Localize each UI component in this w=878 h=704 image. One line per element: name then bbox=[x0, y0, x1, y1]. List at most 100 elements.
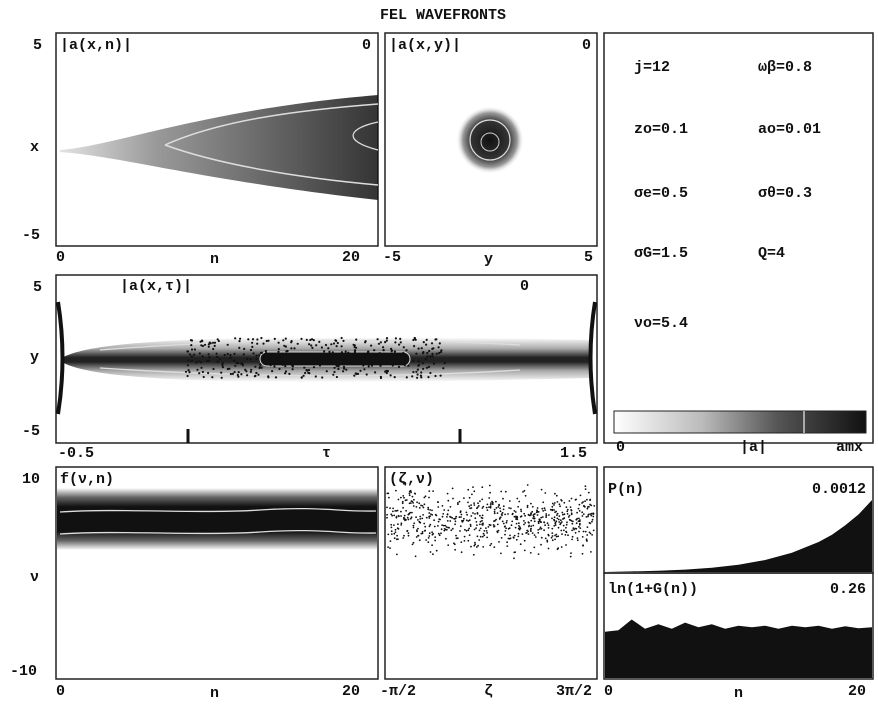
scatter-point bbox=[386, 513, 388, 516]
scatter-point bbox=[470, 515, 473, 517]
tau-particle bbox=[353, 374, 356, 377]
tau-particle bbox=[201, 339, 204, 343]
tau-particle bbox=[290, 340, 293, 343]
scatter-point bbox=[537, 520, 540, 523]
scatter-point bbox=[556, 514, 558, 516]
tau-particle bbox=[323, 358, 326, 361]
param-sigma-e: σe=0.5 bbox=[634, 185, 689, 202]
tau-particle bbox=[288, 372, 291, 375]
scatter-point bbox=[512, 537, 515, 539]
scatter-point bbox=[402, 506, 404, 509]
scatter-point bbox=[578, 517, 580, 520]
scatter-point bbox=[540, 516, 543, 519]
scatter-point bbox=[467, 529, 470, 532]
scatter-point bbox=[570, 509, 573, 512]
scatter-point bbox=[417, 534, 419, 537]
tau-particle bbox=[308, 353, 311, 356]
scatter-point bbox=[565, 526, 567, 529]
scatter-point bbox=[524, 494, 527, 497]
scatter-point bbox=[576, 511, 578, 514]
scatter-point bbox=[413, 492, 416, 495]
scatter-point bbox=[579, 527, 582, 529]
scatter-point bbox=[581, 511, 584, 514]
scatter-point bbox=[497, 529, 500, 532]
scatter-point bbox=[465, 529, 468, 532]
scatter-point bbox=[585, 516, 588, 518]
tau-particle bbox=[363, 368, 366, 371]
scatter-point bbox=[454, 548, 456, 551]
scatter-point bbox=[537, 522, 540, 525]
scatter-point bbox=[566, 521, 568, 524]
scatter-point bbox=[592, 515, 595, 518]
tau-particle bbox=[376, 358, 379, 361]
scatter-point bbox=[498, 504, 500, 507]
tau-particle bbox=[370, 344, 373, 347]
scatter-point bbox=[477, 502, 479, 505]
tau-particle bbox=[293, 347, 296, 350]
scatter-point bbox=[540, 543, 542, 546]
tau-particle bbox=[198, 352, 201, 355]
scatter-point bbox=[408, 490, 411, 493]
tau-particle bbox=[432, 347, 435, 350]
tau-particle bbox=[249, 370, 252, 373]
scatter-point bbox=[571, 535, 574, 538]
colorbar-mid-label: |a| bbox=[740, 439, 768, 456]
tau-particle bbox=[201, 370, 204, 374]
scatter-point bbox=[395, 510, 398, 512]
scatter-point bbox=[530, 519, 533, 522]
tau-particle bbox=[213, 341, 217, 344]
tau-particle bbox=[315, 344, 318, 347]
scatter-point bbox=[386, 516, 388, 519]
tau-particle bbox=[354, 372, 357, 375]
scatter-point bbox=[415, 516, 417, 519]
tau-particle bbox=[256, 338, 259, 341]
tau-particle bbox=[413, 337, 416, 340]
scatter-point bbox=[559, 522, 562, 525]
scatter-point bbox=[472, 512, 474, 514]
tau-particle bbox=[327, 347, 330, 350]
scatter-point bbox=[561, 511, 564, 514]
scatter-point bbox=[523, 489, 526, 492]
scatter-point bbox=[473, 504, 476, 506]
scatter-point bbox=[428, 525, 431, 528]
scatter-point bbox=[406, 530, 408, 532]
tau-particle bbox=[309, 338, 312, 342]
tau-particle bbox=[395, 359, 398, 362]
scatter-point bbox=[424, 495, 427, 498]
scatter-point bbox=[590, 504, 593, 507]
param-a0: ao=0.01 bbox=[758, 121, 822, 138]
scatter-point bbox=[591, 518, 594, 521]
tau-particle bbox=[221, 362, 224, 365]
scatter-point bbox=[529, 552, 532, 554]
scatter-point bbox=[418, 539, 421, 542]
scatter-point bbox=[394, 531, 397, 533]
scatter-point bbox=[570, 497, 573, 500]
tau-particle bbox=[376, 338, 379, 341]
scatter-point bbox=[482, 524, 484, 526]
scatter-point bbox=[511, 513, 514, 516]
scatter-point bbox=[578, 530, 580, 533]
tau-particle bbox=[385, 337, 389, 340]
tau-particle bbox=[323, 350, 326, 353]
tau-particle bbox=[400, 353, 403, 356]
scatter-point bbox=[587, 491, 590, 494]
scatter-point bbox=[549, 508, 552, 511]
tau-particle bbox=[300, 376, 303, 379]
tau-particle bbox=[422, 367, 425, 370]
scatter-point bbox=[492, 524, 495, 526]
scatter-point bbox=[553, 502, 556, 504]
scatter-point bbox=[429, 509, 431, 511]
tau-particle bbox=[198, 372, 201, 375]
scatter-point bbox=[566, 508, 569, 511]
tau-particle bbox=[407, 364, 410, 367]
tau-particle bbox=[234, 364, 237, 367]
scatter-point bbox=[537, 553, 540, 555]
tau-particle bbox=[229, 356, 232, 359]
tau-particle bbox=[427, 376, 430, 379]
scatter-point bbox=[434, 539, 436, 542]
scatter-point bbox=[477, 544, 479, 547]
panel-fvn-label: f(ν,n) bbox=[60, 471, 115, 488]
scatter-point bbox=[483, 530, 486, 532]
tau-particle bbox=[384, 341, 387, 344]
scatter-point bbox=[400, 515, 402, 517]
